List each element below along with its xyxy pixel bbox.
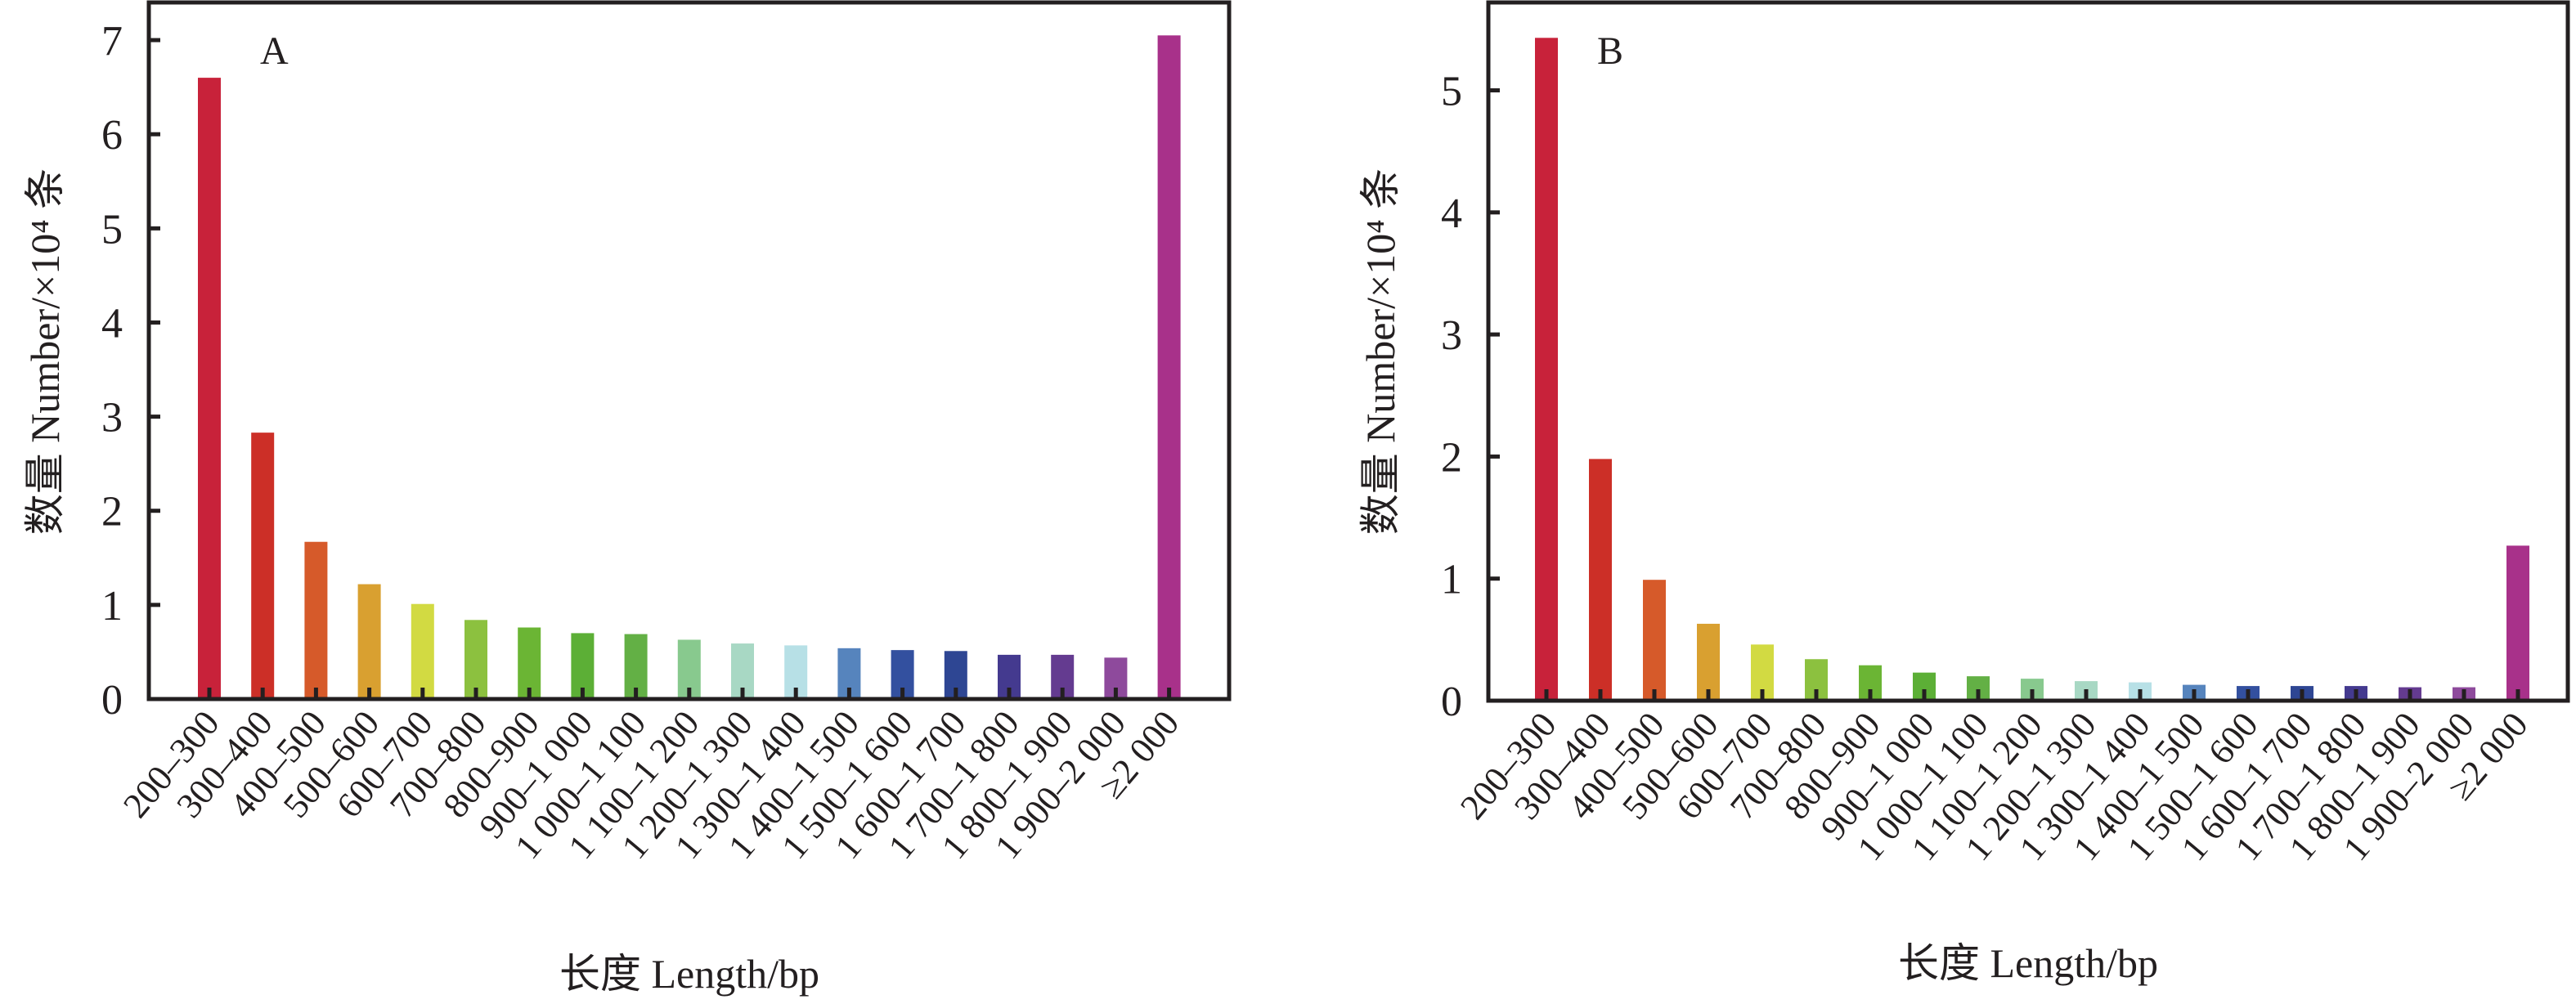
panel-b-y-tick-label-0: 0 <box>1441 679 1462 725</box>
panel-a-y-tick-label-0: 0 <box>101 677 123 724</box>
panel-a-x-axis-title: 长度 Length/bp <box>559 951 819 997</box>
panel-a-y-tick-label-6: 6 <box>101 112 123 159</box>
panel-b-bar-2 <box>1643 580 1666 701</box>
panel-a-bar-1 <box>251 433 275 699</box>
panel-a-bar-3 <box>357 584 381 699</box>
panel-a-y-axis-title: 数量 Number/×10⁴ 条 <box>22 168 68 535</box>
panel-b-y-axis-title: 数量 Number/×10⁴ 条 <box>1358 168 1403 535</box>
panel-a-bar-2 <box>304 541 328 699</box>
panel-a-y-tick-label-1: 1 <box>101 583 123 630</box>
panel-a-bar-4 <box>411 603 434 699</box>
panel-b-y-tick-label-4: 4 <box>1441 190 1462 237</box>
panel-b-bar-18 <box>2506 545 2529 701</box>
panel-a-y-tick-label-5: 5 <box>101 206 123 253</box>
panel-a-y-tick-label-7: 7 <box>101 18 123 65</box>
panel-a-bar-0 <box>198 78 221 700</box>
panel-b-bar-0 <box>1535 38 1558 701</box>
panel-a-bar-5 <box>464 620 487 699</box>
panel-b-letter: B <box>1597 29 1623 73</box>
panel-b-y-tick-label-1: 1 <box>1441 557 1462 603</box>
panel-b-y-tick-label-2: 2 <box>1441 434 1462 481</box>
panel-b-y-tick-label-5: 5 <box>1441 68 1462 114</box>
panel-b-plot-frame <box>1486 0 2570 703</box>
panel-a-letter: A <box>260 29 289 73</box>
panel-a: A 长度 Length/bp 数量 Number/×10⁴ 条 0 1 2 3 4 5 6 7… <box>22 0 1232 997</box>
panel-a-y-tick-label-3: 3 <box>101 395 123 441</box>
panel-b: B 长度 Length/bp 数量 Number/×10⁴ 条 01234520… <box>1358 0 2570 986</box>
panel-b-bar-1 <box>1589 459 1612 701</box>
panel-b-x-axis-title: 长度 Length/bp <box>1898 940 2158 986</box>
panel-a-bar-18 <box>1157 35 1181 699</box>
panel-b-y-tick-label-3: 3 <box>1441 312 1462 359</box>
panel-b-bar-3 <box>1697 623 1720 701</box>
panel-a-y-tick-label-2: 2 <box>101 489 123 536</box>
panel-a-bar-6 <box>518 627 541 699</box>
panel-a-y-tick-label-4: 4 <box>101 300 123 347</box>
